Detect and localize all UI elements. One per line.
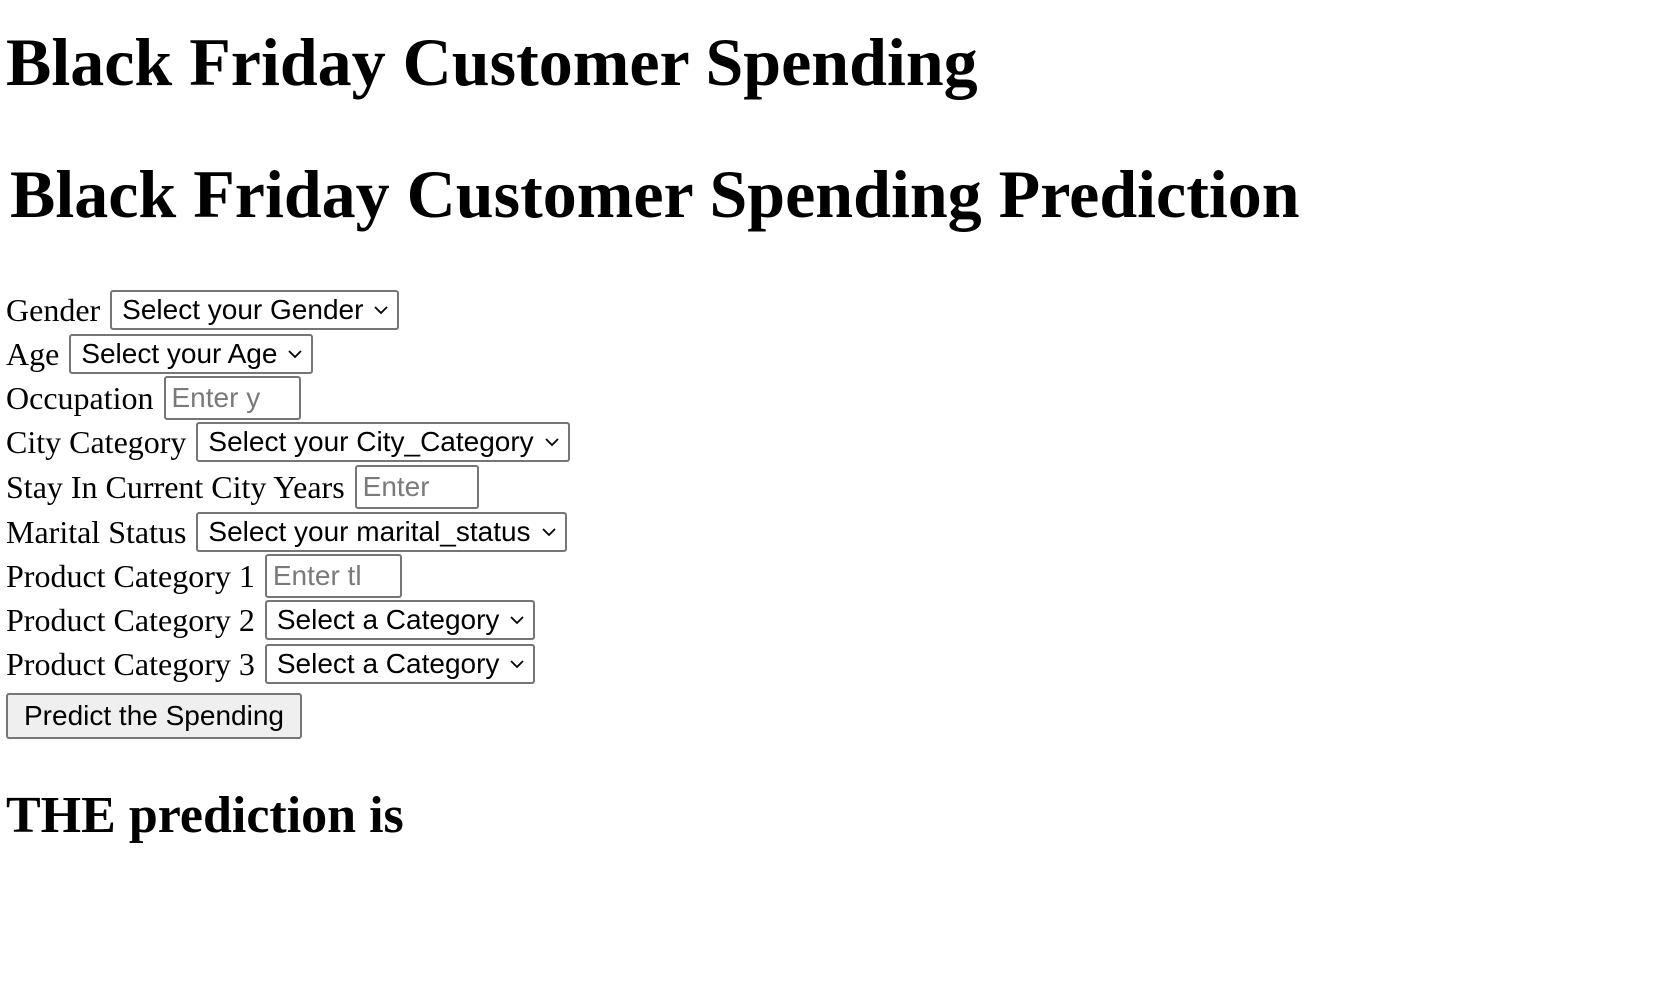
chevron-down-icon [288,350,303,359]
prediction-result: THE prediction is [6,787,404,844]
product-category-3-row: Product Category 3 Select a Category [6,642,806,686]
occupation-input[interactable] [163,376,301,420]
product-category-2-select[interactable]: Select a Category [264,600,536,640]
product-category-3-select[interactable]: Select a Category [264,644,536,684]
stay-years-label: Stay In Current City Years [6,469,345,505]
city-category-select[interactable]: Select your City_Category [196,422,570,462]
product-category-2-row: Product Category 2 Select a Category [6,598,806,642]
gender-row: Gender Select your Gender [6,288,806,332]
stay-years-row: Stay In Current City Years [6,464,806,510]
gender-select[interactable]: Select your Gender [110,290,400,330]
prediction-form: Gender Select your Gender Age Select you… [6,288,806,686]
gender-select-value: Select your Gender [122,294,364,325]
occupation-row: Occupation [6,376,806,420]
product-category-2-label: Product Category 2 [6,602,255,638]
chevron-down-icon [510,616,525,625]
marital-status-label: Marital Status [6,514,187,550]
age-row: Age Select your Age [6,332,806,376]
marital-status-select-value: Select your marital_status [208,516,531,547]
gender-label: Gender [6,292,101,328]
chevron-down-icon [545,438,559,447]
chevron-down-icon [541,528,556,537]
product-category-3-select-value: Select a Category [276,648,500,679]
submit-row: Predict the Spending [6,693,302,739]
city-category-select-value: Select your City_Category [208,426,534,457]
age-select[interactable]: Select your Age [69,334,314,374]
occupation-label: Occupation [6,380,154,416]
page-title: Black Friday Customer Spending [6,24,978,100]
chevron-down-icon [374,306,389,315]
city-category-label: City Category [6,424,187,460]
marital-status-row: Marital Status Select your marital_statu… [6,510,806,554]
chevron-down-icon [510,660,525,669]
city-category-row: City Category Select your City_Category [6,420,806,464]
page-subtitle: Black Friday Customer Spending Predictio… [10,156,1300,232]
product-category-2-select-value: Select a Category [276,604,500,635]
predict-button[interactable]: Predict the Spending [6,693,302,739]
product-category-1-row: Product Category 1 [6,554,806,598]
stay-years-input[interactable] [354,465,479,509]
product-category-3-label: Product Category 3 [6,646,255,682]
age-select-value: Select your Age [81,338,278,369]
marital-status-select[interactable]: Select your marital_status [196,512,567,552]
product-category-1-label: Product Category 1 [6,558,255,594]
product-category-1-input[interactable] [264,554,402,598]
age-label: Age [6,336,60,372]
